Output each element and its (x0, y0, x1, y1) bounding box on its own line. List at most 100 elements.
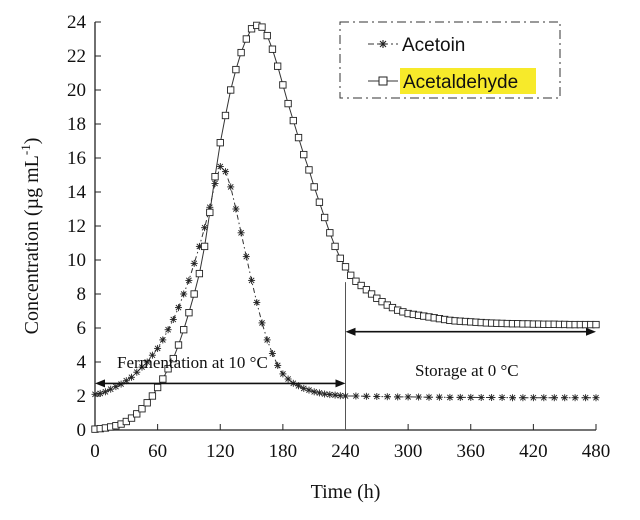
data-point (201, 224, 209, 232)
series-layer (91, 21, 600, 433)
data-point (164, 365, 172, 373)
data-point (347, 271, 355, 279)
data-point (133, 368, 141, 376)
y-tick-label: 22 (67, 46, 86, 67)
x-axis-title: Time (h) (311, 481, 381, 503)
storage-arrow (345, 327, 596, 336)
data-point (138, 363, 146, 371)
data-point (221, 111, 230, 120)
data-point (127, 414, 136, 422)
data-point (289, 116, 297, 125)
data-point (268, 45, 277, 53)
data-point (310, 388, 318, 396)
data-point (107, 385, 115, 393)
data-point (321, 390, 329, 398)
y-tick-label: 24 (67, 12, 87, 33)
data-point (315, 389, 323, 397)
data-point (300, 150, 308, 159)
data-point (305, 386, 313, 394)
data-point (242, 35, 250, 43)
data-point (498, 394, 506, 401)
data-point (248, 276, 256, 284)
data-point (362, 286, 371, 294)
data-point (143, 399, 151, 407)
data-point (268, 350, 276, 357)
x-tick-label: 60 (148, 441, 167, 462)
data-point (341, 263, 350, 271)
fermentation-arrow (95, 379, 346, 388)
x-tick-label: 300 (394, 441, 423, 462)
x-tick-label: 420 (519, 441, 548, 462)
data-point (200, 242, 209, 251)
data-point (326, 229, 334, 237)
y-axis-title-main: Concentration (µg mL (21, 155, 43, 334)
data-point (294, 133, 303, 142)
data-point (159, 336, 167, 344)
legend-entry-acetoin: Acetoin (368, 35, 465, 56)
data-point (232, 65, 240, 74)
legend: Acetoin Acetaldehyde (339, 21, 561, 99)
data-point (222, 168, 229, 176)
data-point (148, 351, 156, 359)
annotations: Fermentation at 10 °C Storage at 0 °C (95, 327, 596, 388)
data-point (404, 393, 412, 401)
data-point (456, 393, 464, 401)
data-point (284, 99, 292, 108)
legend-label-acetoin: Acetoin (402, 35, 465, 56)
legend-asterisk-marker (379, 40, 387, 48)
data-point (216, 139, 224, 147)
data-point (185, 309, 193, 317)
data-point (331, 242, 339, 251)
data-point (154, 344, 162, 352)
data-point (253, 299, 261, 306)
data-point (263, 336, 271, 344)
data-point (425, 393, 433, 401)
data-point (336, 254, 344, 262)
data-point (190, 290, 198, 298)
y-tick-label: 8 (77, 284, 87, 305)
data-point (582, 394, 590, 402)
data-point (284, 375, 292, 383)
data-point (143, 358, 151, 366)
data-point (561, 394, 569, 402)
legend-highlight (400, 68, 536, 94)
data-point (300, 384, 308, 392)
x-tick-label: 480 (582, 441, 611, 462)
y-axis-title: Concentration (µg mL-1) (18, 138, 43, 335)
y-tick-label: 14 (67, 182, 87, 203)
data-point (435, 393, 443, 401)
data-point (383, 393, 391, 401)
data-point (216, 163, 224, 170)
y-tick-label: 0 (77, 420, 87, 441)
x-tick-label: 0 (90, 441, 100, 462)
data-point (96, 389, 104, 397)
data-point (180, 326, 188, 334)
data-point (310, 183, 318, 191)
data-point (415, 393, 423, 401)
y-tick-label: 18 (67, 114, 86, 135)
data-point (305, 166, 313, 174)
y-tick-label: 4 (77, 352, 87, 373)
data-point (279, 81, 287, 89)
fermentation-label: Fermentation at 10 °C (117, 353, 268, 372)
data-point (174, 341, 183, 349)
data-point (164, 326, 172, 334)
data-point (185, 276, 193, 284)
data-point (373, 393, 381, 400)
data-point (112, 383, 120, 391)
x-tick-label: 180 (269, 441, 298, 462)
data-point (357, 281, 365, 290)
data-point (169, 316, 177, 323)
data-point (190, 259, 198, 267)
data-point (320, 213, 329, 222)
data-point (232, 205, 240, 213)
y-tick-label: 12 (67, 216, 86, 237)
data-point (467, 393, 475, 401)
data-point (477, 394, 485, 401)
data-point (227, 86, 235, 94)
data-point (342, 392, 349, 400)
data-point (128, 373, 135, 381)
x-tick-label: 240 (331, 441, 360, 462)
data-point (211, 173, 219, 181)
